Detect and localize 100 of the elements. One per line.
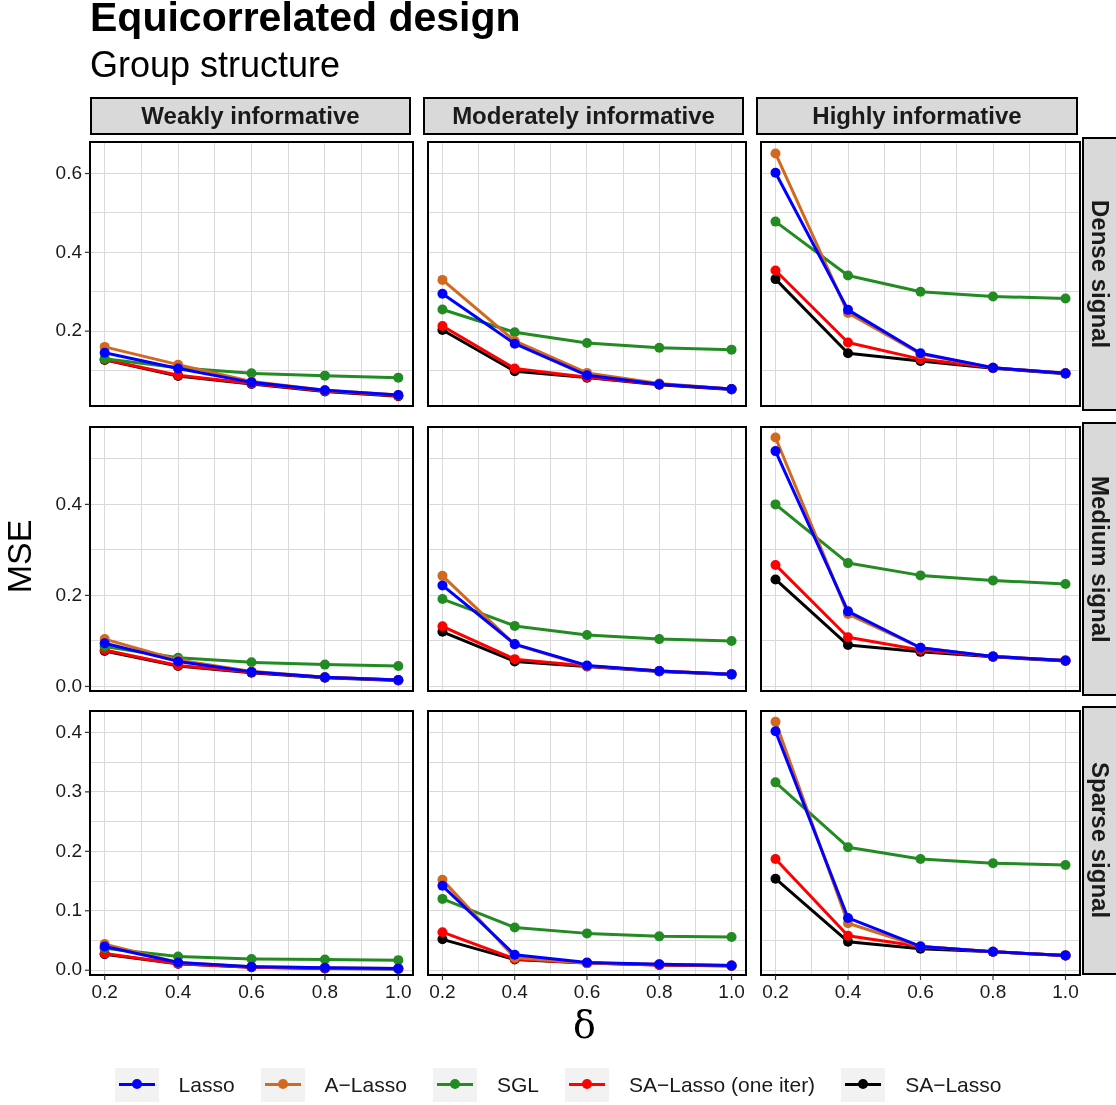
point (843, 270, 853, 281)
point (654, 931, 665, 942)
point (319, 370, 330, 381)
point (437, 927, 448, 938)
point (246, 368, 257, 379)
point (437, 621, 448, 632)
point (393, 660, 404, 671)
point (770, 559, 781, 570)
point (509, 922, 520, 933)
point (1060, 293, 1071, 304)
x2-axis-title: Highly informative (756, 97, 1078, 135)
point (437, 288, 448, 299)
point (770, 777, 781, 788)
y-tick-label: 0.6 (55, 161, 82, 183)
x-tick-label: 0.6 (573, 980, 601, 1002)
point (437, 570, 448, 581)
point (770, 726, 781, 737)
point (393, 955, 404, 966)
x-tick-label: 0.8 (646, 980, 673, 1002)
point (437, 594, 448, 605)
y-tick-label: 0.3 (55, 780, 82, 802)
point (654, 342, 665, 353)
point (915, 570, 926, 581)
x-tick-label: 0.2 (91, 980, 118, 1002)
x-tick-label: 1.0 (385, 980, 412, 1002)
point (509, 327, 520, 338)
point (770, 167, 781, 178)
point (1060, 860, 1071, 870)
x-tick-label: 0.6 (238, 980, 265, 1002)
y-tick-label: 0.2 (55, 319, 82, 341)
point (437, 893, 448, 904)
x-axis-title: δ (572, 1003, 597, 1047)
chart-subtitle: Group structure (90, 44, 341, 86)
point (319, 659, 330, 670)
y-tick-label: 0.4 (55, 720, 83, 742)
point (770, 274, 781, 285)
y-tick-label: 0.1 (55, 899, 82, 921)
point (988, 858, 998, 869)
x2-axis-title: Weakly informative (90, 97, 411, 135)
y-tick-label: 0.4 (55, 240, 83, 262)
point (437, 880, 448, 891)
point (726, 344, 737, 355)
point (843, 337, 853, 348)
point (843, 632, 853, 643)
point (770, 432, 781, 443)
x2-axis-title: Moderately informative (423, 97, 744, 135)
x-tick-label: 1.0 (1052, 980, 1079, 1002)
legend-label: SA−Lasso (905, 1073, 1002, 1097)
point (437, 274, 448, 285)
point (843, 912, 853, 923)
point (770, 216, 781, 227)
point (915, 286, 926, 297)
point (843, 348, 853, 359)
point (843, 304, 853, 315)
point (393, 372, 404, 383)
point (509, 620, 520, 631)
point (726, 635, 737, 646)
y-tick-label: 0.0 (55, 958, 82, 980)
legend-label: SA−Lasso (one iter) (628, 1073, 816, 1097)
legend-label: Lasso (178, 1073, 235, 1097)
y-tick-label: 0.0 (55, 674, 82, 696)
point (770, 854, 781, 865)
point (843, 842, 853, 853)
point (770, 499, 781, 510)
point (770, 148, 781, 159)
point (770, 574, 781, 585)
point (99, 347, 110, 358)
x-tick-label: 0.8 (311, 980, 339, 1002)
x-tick-label: 1.0 (718, 980, 745, 1002)
point (770, 716, 781, 727)
point (246, 657, 257, 668)
point (1060, 579, 1071, 590)
point (770, 265, 781, 276)
chart-title: Equicorrelated design (90, 0, 521, 41)
x-tick-label: 0.4 (164, 980, 192, 1002)
x-tick-label: 0.4 (834, 980, 862, 1002)
y2-axis-title: Sparse signal (1082, 706, 1116, 975)
x-tick-label: 0.2 (762, 980, 789, 1002)
y-tick-label: 0.4 (55, 492, 83, 514)
legend-label: A−Lasso (324, 1073, 407, 1097)
legend-label: SGL (496, 1073, 539, 1097)
y-tick-label: 0.2 (55, 839, 82, 861)
y-axis-title: MSE (0, 518, 39, 596)
y2-axis-title: Dense signal (1082, 137, 1116, 411)
point (582, 928, 592, 939)
point (988, 575, 998, 586)
point (988, 291, 998, 302)
point (770, 446, 781, 457)
point (915, 854, 926, 865)
point (843, 930, 853, 941)
point (770, 873, 781, 884)
y-tick-label: 0.2 (55, 583, 82, 605)
point (843, 558, 853, 569)
point (582, 630, 592, 641)
point (726, 931, 737, 942)
x-tick-label: 0.2 (429, 980, 456, 1002)
point (582, 337, 592, 348)
y2-axis-title: Medium signal (1082, 422, 1116, 696)
point (654, 634, 665, 645)
x-tick-label: 0.6 (907, 980, 934, 1002)
